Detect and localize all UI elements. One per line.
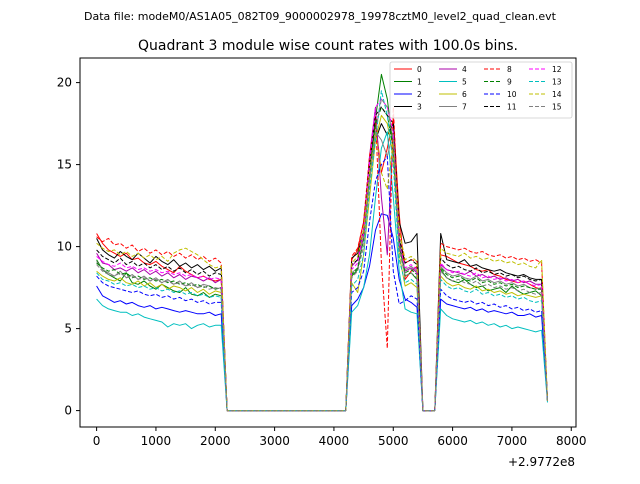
x-tick-label: 4000 — [319, 434, 350, 448]
legend-label-10: 10 — [507, 90, 517, 99]
y-tick-label: 20 — [57, 76, 72, 90]
y-tick-label: 15 — [57, 158, 72, 172]
legend-label-14: 14 — [552, 90, 562, 99]
plot-frame — [79, 57, 577, 428]
legend-label-3: 3 — [417, 103, 422, 112]
y-tick-label: 0 — [64, 404, 72, 418]
legend-label-15: 15 — [552, 103, 562, 112]
x-tick-label: 2000 — [200, 434, 231, 448]
legend-box — [389, 61, 573, 119]
series-layer — [96, 73, 548, 412]
x-tick-label: 6000 — [437, 434, 468, 448]
tick-layer: 0 1000 2000 3000 4000 5000 6000 7000 80000510152… — [57, 76, 587, 448]
x-tick-label: 3000 — [259, 434, 290, 448]
chart-title: Quadrant 3 module wise count rates with … — [138, 38, 518, 54]
x-tick-label: 5000 — [378, 434, 409, 448]
y-tick-label: 10 — [57, 240, 72, 254]
legend-label-4: 4 — [462, 65, 467, 74]
legend-label-6: 6 — [462, 90, 467, 99]
legend-label-8: 8 — [507, 65, 512, 74]
x-offset-label: +2.9772e8 — [508, 455, 575, 469]
x-tick-label: 7000 — [497, 434, 528, 448]
series-line-12 — [96, 98, 548, 412]
x-tick-label: 1000 — [141, 434, 172, 448]
legend-label-0: 0 — [417, 65, 422, 74]
legend-label-7: 7 — [462, 103, 467, 112]
legend-label-11: 11 — [507, 103, 517, 112]
y-tick-label: 5 — [64, 322, 72, 336]
legend-label-9: 9 — [507, 78, 512, 87]
legend-label-2: 2 — [417, 90, 422, 99]
figure-suptitle: Data file: modeM0/AS1A05_082T09_90000029… — [84, 10, 557, 23]
legend-label-1: 1 — [417, 78, 422, 87]
series-line-15 — [96, 98, 548, 412]
x-tick-label: 0 — [93, 434, 101, 448]
x-tick-label: 8000 — [556, 434, 587, 448]
legend-label-13: 13 — [552, 78, 562, 87]
legend-label-5: 5 — [462, 78, 467, 87]
legend-label-12: 12 — [552, 65, 562, 74]
